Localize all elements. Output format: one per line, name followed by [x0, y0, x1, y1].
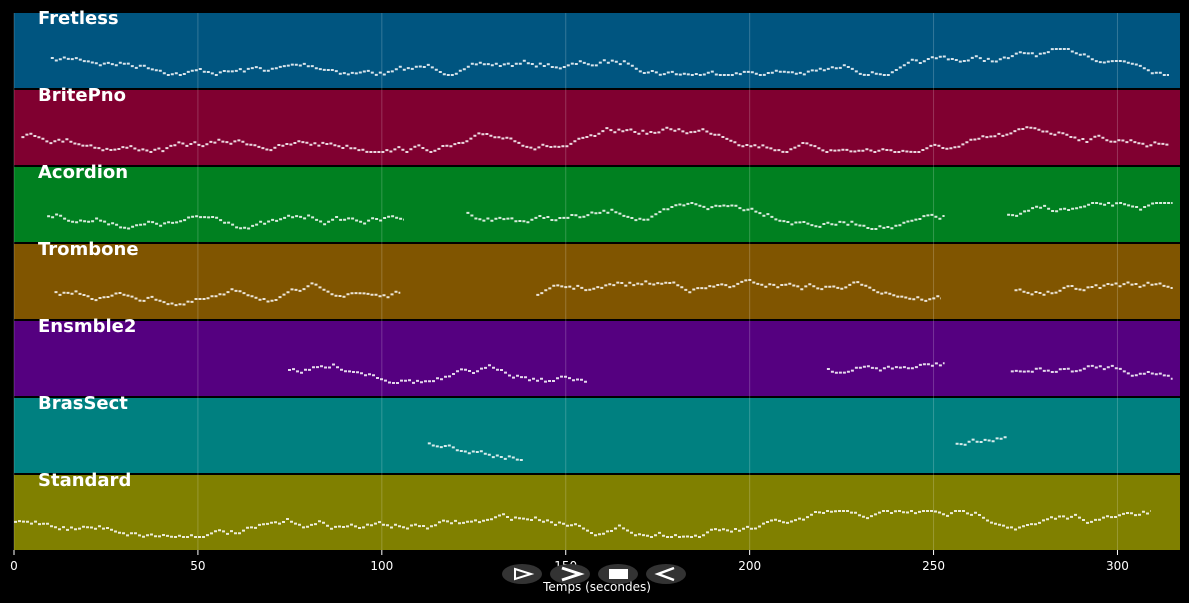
x-axis-label: Temps (secondes)	[542, 580, 651, 594]
track-band	[14, 475, 1180, 550]
note-segment	[466, 202, 945, 230]
track-band	[14, 398, 1180, 473]
note-segment	[1014, 281, 1173, 296]
icon	[609, 569, 628, 579]
track-label: Ensmble2	[38, 316, 136, 337]
icon	[561, 566, 585, 582]
track-label: BritePno	[38, 85, 126, 106]
note-segment	[1007, 202, 1173, 217]
note-segment	[50, 48, 1169, 76]
note-segment	[536, 279, 941, 302]
x-tick-label: 300	[1106, 559, 1129, 573]
x-tick-label: 100	[370, 559, 393, 573]
track-label: Fretless	[38, 8, 119, 29]
track-label: Trombone	[38, 239, 139, 260]
note-segment	[21, 126, 1169, 153]
note-segment	[288, 363, 587, 384]
x-tick-label: 0	[10, 559, 18, 573]
track-band	[14, 90, 1180, 165]
x-tick-label: 50	[190, 559, 205, 573]
transport[interactable]	[502, 564, 686, 584]
track-band	[14, 167, 1180, 242]
button-play[interactable]	[502, 564, 542, 584]
track-band	[14, 13, 1180, 88]
track-label: Standard	[38, 470, 131, 491]
note-segment	[427, 442, 523, 461]
track-label: BrasSect	[38, 393, 128, 414]
plot: Fretless BritePno Acordion Trombone Ensmble2…	[10, 8, 1180, 573]
button-back[interactable]	[646, 564, 686, 584]
icon	[654, 566, 675, 582]
icon	[514, 567, 535, 581]
track-label: Acordion	[38, 162, 128, 183]
note-segment	[54, 282, 401, 307]
note-segment	[1010, 364, 1173, 380]
note-segment	[14, 510, 1151, 538]
note-segment	[826, 362, 945, 374]
note-segment	[47, 213, 404, 230]
x-tick-label: 250	[922, 559, 945, 573]
note-segment	[955, 436, 1007, 446]
button-forward[interactable]	[550, 564, 590, 584]
track-band	[14, 244, 1180, 319]
x-tick-label: 200	[738, 559, 761, 573]
track-band	[14, 321, 1180, 396]
